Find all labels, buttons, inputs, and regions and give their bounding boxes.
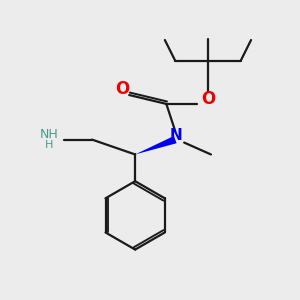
Text: NH: NH (40, 128, 58, 141)
Text: O: O (201, 91, 215, 109)
Text: O: O (115, 80, 129, 98)
Polygon shape (135, 136, 177, 154)
Text: H: H (45, 140, 53, 150)
Text: N: N (169, 128, 182, 142)
